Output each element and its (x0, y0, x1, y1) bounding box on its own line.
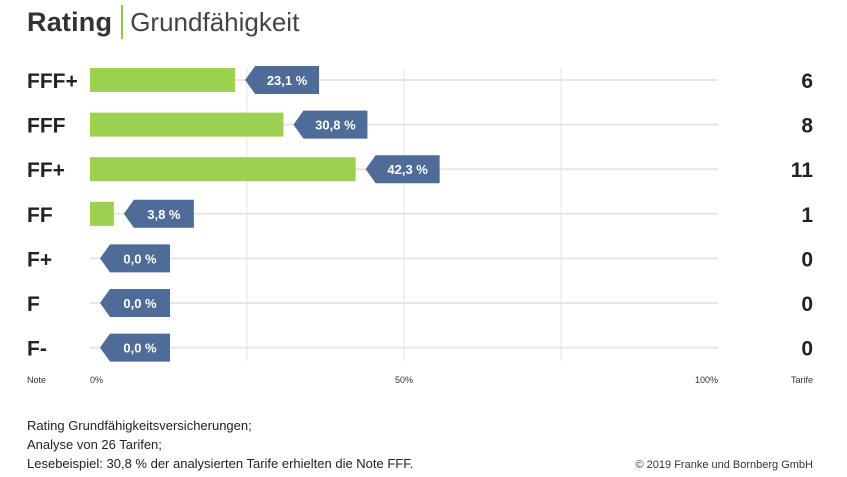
value-label-tag (100, 333, 170, 362)
value-label-tag (293, 110, 368, 139)
value-label-tag (123, 199, 194, 228)
x-tick-label: 50% (395, 375, 413, 385)
value-label: 3,8 % (147, 207, 181, 222)
note-axis-label: Note (27, 375, 46, 385)
tarife-count: 0 (801, 248, 813, 271)
chart-title: Rating Grundfähigkeit (27, 2, 299, 42)
tarife-count: 6 (801, 70, 813, 93)
category-label: F+ (27, 248, 52, 271)
category-label: FFF+ (27, 70, 78, 93)
value-label: 23,1 % (267, 73, 308, 88)
category-label: F (27, 293, 40, 316)
title-separator (121, 5, 124, 39)
footnote-line-3: Lesebeispiel: 30,8 % der analysierten Ta… (27, 456, 414, 471)
value-label-tag (245, 66, 320, 94)
value-label-tag (100, 244, 170, 273)
data-bar (90, 112, 284, 137)
title-subtitle: Grundfähigkeit (130, 6, 300, 37)
value-label: 42,3 % (387, 162, 428, 177)
tarife-count: 1 (801, 204, 813, 227)
tarife-axis-label: Tarife (791, 375, 813, 385)
footnote-line-2: Analyse von 26 Tarifen; (27, 437, 162, 452)
category-label: FF (27, 204, 53, 227)
category-label: FF+ (27, 159, 65, 182)
tarife-count: 0 (801, 293, 813, 316)
data-bar (90, 157, 356, 182)
value-label: 0,0 % (123, 296, 157, 311)
x-tick-label: 0% (90, 375, 103, 385)
footnote: Rating Grundfähigkeitsversicherungen; An… (27, 416, 413, 473)
value-label-tag (365, 155, 440, 184)
title-rating: Rating (27, 6, 113, 37)
data-bar (90, 201, 114, 226)
data-bar (90, 68, 236, 92)
tarife-count: 11 (791, 159, 814, 182)
category-label: FFF (27, 115, 66, 138)
value-label: 30,8 % (315, 118, 356, 133)
tarife-count: 0 (801, 338, 813, 361)
value-label-tag (100, 289, 170, 317)
category-label: F- (27, 338, 47, 361)
value-label: 0,0 % (123, 341, 157, 356)
copyright: © 2019 Franke und Bornberg GmbH (635, 459, 813, 471)
tarife-count: 8 (801, 115, 813, 138)
value-label: 0,0 % (123, 251, 157, 266)
footnote-line-1: Rating Grundfähigkeitsversicherungen; (27, 418, 252, 433)
x-tick-label: 100% (695, 375, 718, 385)
